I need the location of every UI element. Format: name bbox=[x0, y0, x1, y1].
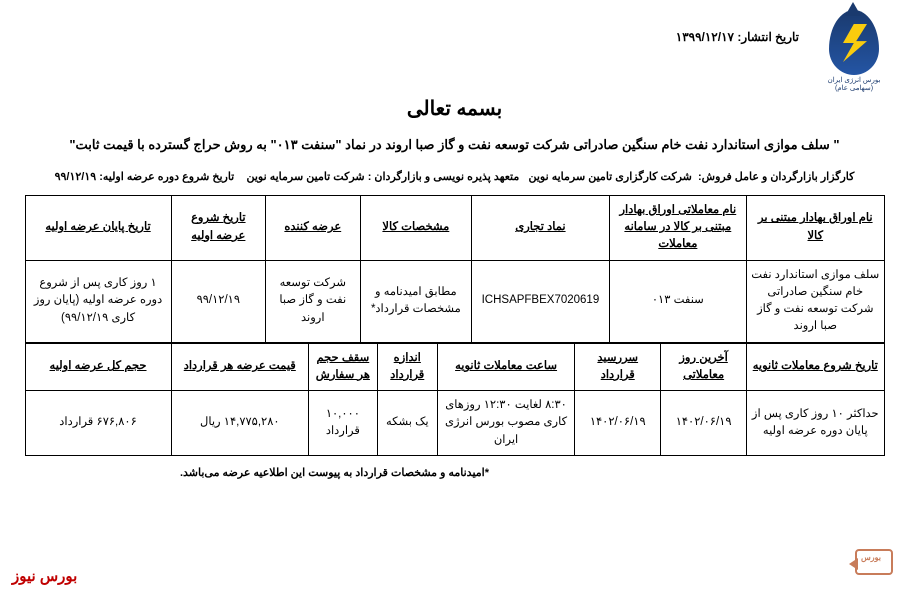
th-price: قیمت عرضه هر قرارداد bbox=[171, 343, 308, 391]
publish-label: تاریخ انتشار: bbox=[737, 30, 799, 44]
td-security-name: سلف موازی استاندارد نفت خام سنگین صادرات… bbox=[747, 260, 884, 342]
th-total-volume: حجم کل عرضه اولیه bbox=[25, 343, 171, 391]
td-offerer: شرکت توسعه نفت و گاز صبا اروند bbox=[266, 260, 360, 342]
td-max-order: ۱۰,۰۰۰ قرارداد bbox=[309, 391, 378, 456]
td-secondary-start: حداکثر ۱۰ روز کاری پس از پایان دوره عرضه… bbox=[747, 391, 884, 456]
bourse-news-logo: بورس bbox=[851, 545, 897, 585]
meta-line: کارگزار بازارگردان و عامل فروش: شرکت کار… bbox=[0, 170, 909, 183]
logo-caption: بورس انرژی ایران (سهامی عام) bbox=[819, 76, 889, 92]
td-total-volume: ۶۷۶,۸۰۶ قرارداد bbox=[25, 391, 171, 456]
footnote: *امیدنامه و مشخصات قرارداد به پیوست این … bbox=[0, 466, 489, 479]
td-trading-name: سنفت ۰۱۳ bbox=[609, 260, 746, 342]
th-maturity: سررسید قرارداد bbox=[575, 343, 661, 391]
th-max-order: سقف حجم هر سفارش bbox=[309, 343, 378, 391]
td-last-day: ۱۴۰۲/۰۶/۱۹ bbox=[661, 391, 747, 456]
table-row: حداکثر ۱۰ روز کاری پس از پایان دوره عرضه… bbox=[25, 391, 884, 456]
th-ipo-end: تاریخ پایان عرضه اولیه bbox=[25, 195, 171, 260]
td-specs: مطابق امیدنامه و مشخصات قرارداد* bbox=[360, 260, 472, 342]
footer-brand-text: بورس نیوز bbox=[12, 567, 77, 585]
broker-label: کارگزار بازارگردان و عامل فروش: bbox=[698, 171, 854, 183]
td-maturity: ۱۴۰۲/۰۶/۱۹ bbox=[575, 391, 661, 456]
publish-date: تاریخ انتشار: ۱۳۹۹/۱۲/۱۷ bbox=[676, 30, 799, 44]
page-title: بسمه تعالی bbox=[0, 96, 909, 121]
publish-date-value: ۱۳۹۹/۱۲/۱۷ bbox=[676, 30, 734, 44]
th-secondary-start: تاریخ شروع معاملات ثانویه bbox=[747, 343, 884, 391]
footer: بورس بورس نیوز bbox=[12, 545, 897, 585]
td-hours: ۸:۳۰ لغایت ۱۲:۳۰ روزهای کاری مصوب بورس ا… bbox=[437, 391, 574, 456]
td-price: ۱۴,۷۷۵,۲۸۰ ریال bbox=[171, 391, 308, 456]
subtitle: " سلف موازی استاندارد نفت خام سنگین صادر… bbox=[0, 135, 909, 156]
table-1: نام اوراق بهادار مبتنی بر کالا نام معامل… bbox=[25, 195, 885, 343]
th-last-day: آخرین روز معاملاتی bbox=[661, 343, 747, 391]
th-offerer: عرضه کننده bbox=[266, 195, 360, 260]
th-ipo-start: تاریخ شروع عرضه اولیه bbox=[171, 195, 265, 260]
start-label: تاریخ شروع دوره عرضه اولیه: bbox=[99, 171, 234, 183]
td-ipo-end: ۱ روز کاری پس از شروع دوره عرضه اولیه (پ… bbox=[25, 260, 171, 342]
table-row: سلف موازی استاندارد نفت خام سنگین صادرات… bbox=[25, 260, 884, 342]
start-date-value: ۹۹/۱۲/۱۹ bbox=[55, 171, 97, 183]
th-trading-name: نام معاملاتی اوراق بهادار مبتنی بر کالا … bbox=[609, 195, 746, 260]
broker-value: شرکت کارگزاری تامین سرمایه نوین bbox=[528, 171, 691, 183]
th-size: اندازه قرارداد bbox=[377, 343, 437, 391]
table-row: تاریخ شروع معاملات ثانویه آخرین روز معام… bbox=[25, 343, 884, 391]
th-specs: مشخصات کالا bbox=[360, 195, 472, 260]
td-size: یک بشکه bbox=[377, 391, 437, 456]
irenex-logo: بورس انرژی ایران (سهامی عام) bbox=[819, 10, 889, 90]
underwriter-value: شرکت تامین سرمایه نوین bbox=[246, 171, 364, 183]
td-symbol: ICHSAPFBEX7020619 bbox=[472, 260, 609, 342]
td-ipo-start: ۹۹/۱۲/۱۹ bbox=[171, 260, 265, 342]
underwriter-label: متعهد پذیره نویسی و بازارگردان : bbox=[368, 171, 520, 183]
th-hours: ساعت معاملات ثانویه bbox=[437, 343, 574, 391]
header: بورس انرژی ایران (سهامی عام) تاریخ انتشا… bbox=[0, 0, 909, 90]
footer-logo-inner-text: بورس bbox=[861, 554, 881, 562]
table-2: تاریخ شروع معاملات ثانویه آخرین روز معام… bbox=[25, 343, 885, 456]
th-symbol: نماد تجاری bbox=[472, 195, 609, 260]
th-security-name: نام اوراق بهادار مبتنی بر کالا bbox=[747, 195, 884, 260]
table-row: نام اوراق بهادار مبتنی بر کالا نام معامل… bbox=[25, 195, 884, 260]
